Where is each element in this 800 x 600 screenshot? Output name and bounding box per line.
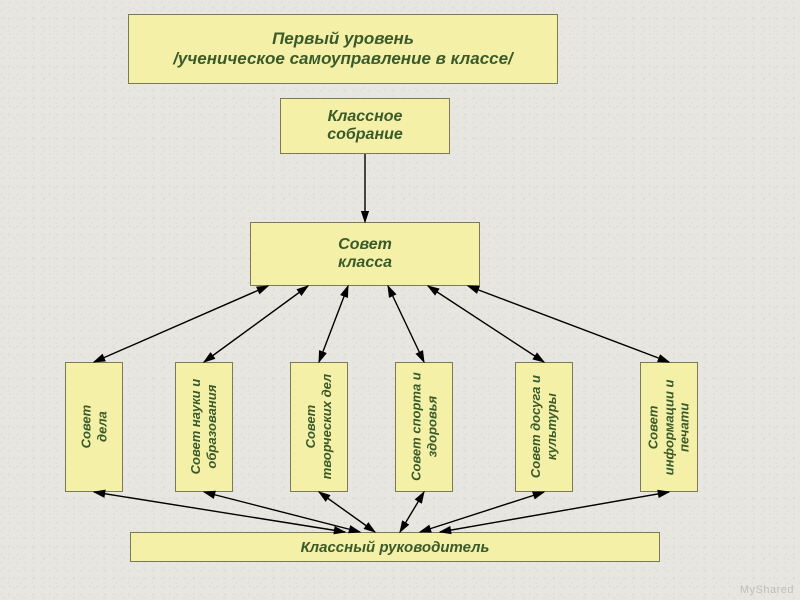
- council-branch-v4: Совет спорта и здоровья: [395, 362, 453, 492]
- diagram-arrows: [0, 0, 800, 600]
- council-branch-v3: Совет творческих дел: [290, 362, 348, 492]
- council-branch-v6: Совет информации и печати: [640, 362, 698, 492]
- council-branch-v5: Совет досуга и культуры: [515, 362, 573, 492]
- node-class-teacher: Классный руководитель: [130, 532, 660, 562]
- council-branch-v1: Совет дела: [65, 362, 123, 492]
- watermark: MySharеd: [740, 584, 794, 596]
- node-class-council: Советкласса: [250, 222, 480, 286]
- node-first-level: Первый уровень/ученическое самоуправлени…: [128, 14, 558, 84]
- node-class-meeting: Классноесобрание: [280, 98, 450, 154]
- council-branch-v2: Совет науки и образования: [175, 362, 233, 492]
